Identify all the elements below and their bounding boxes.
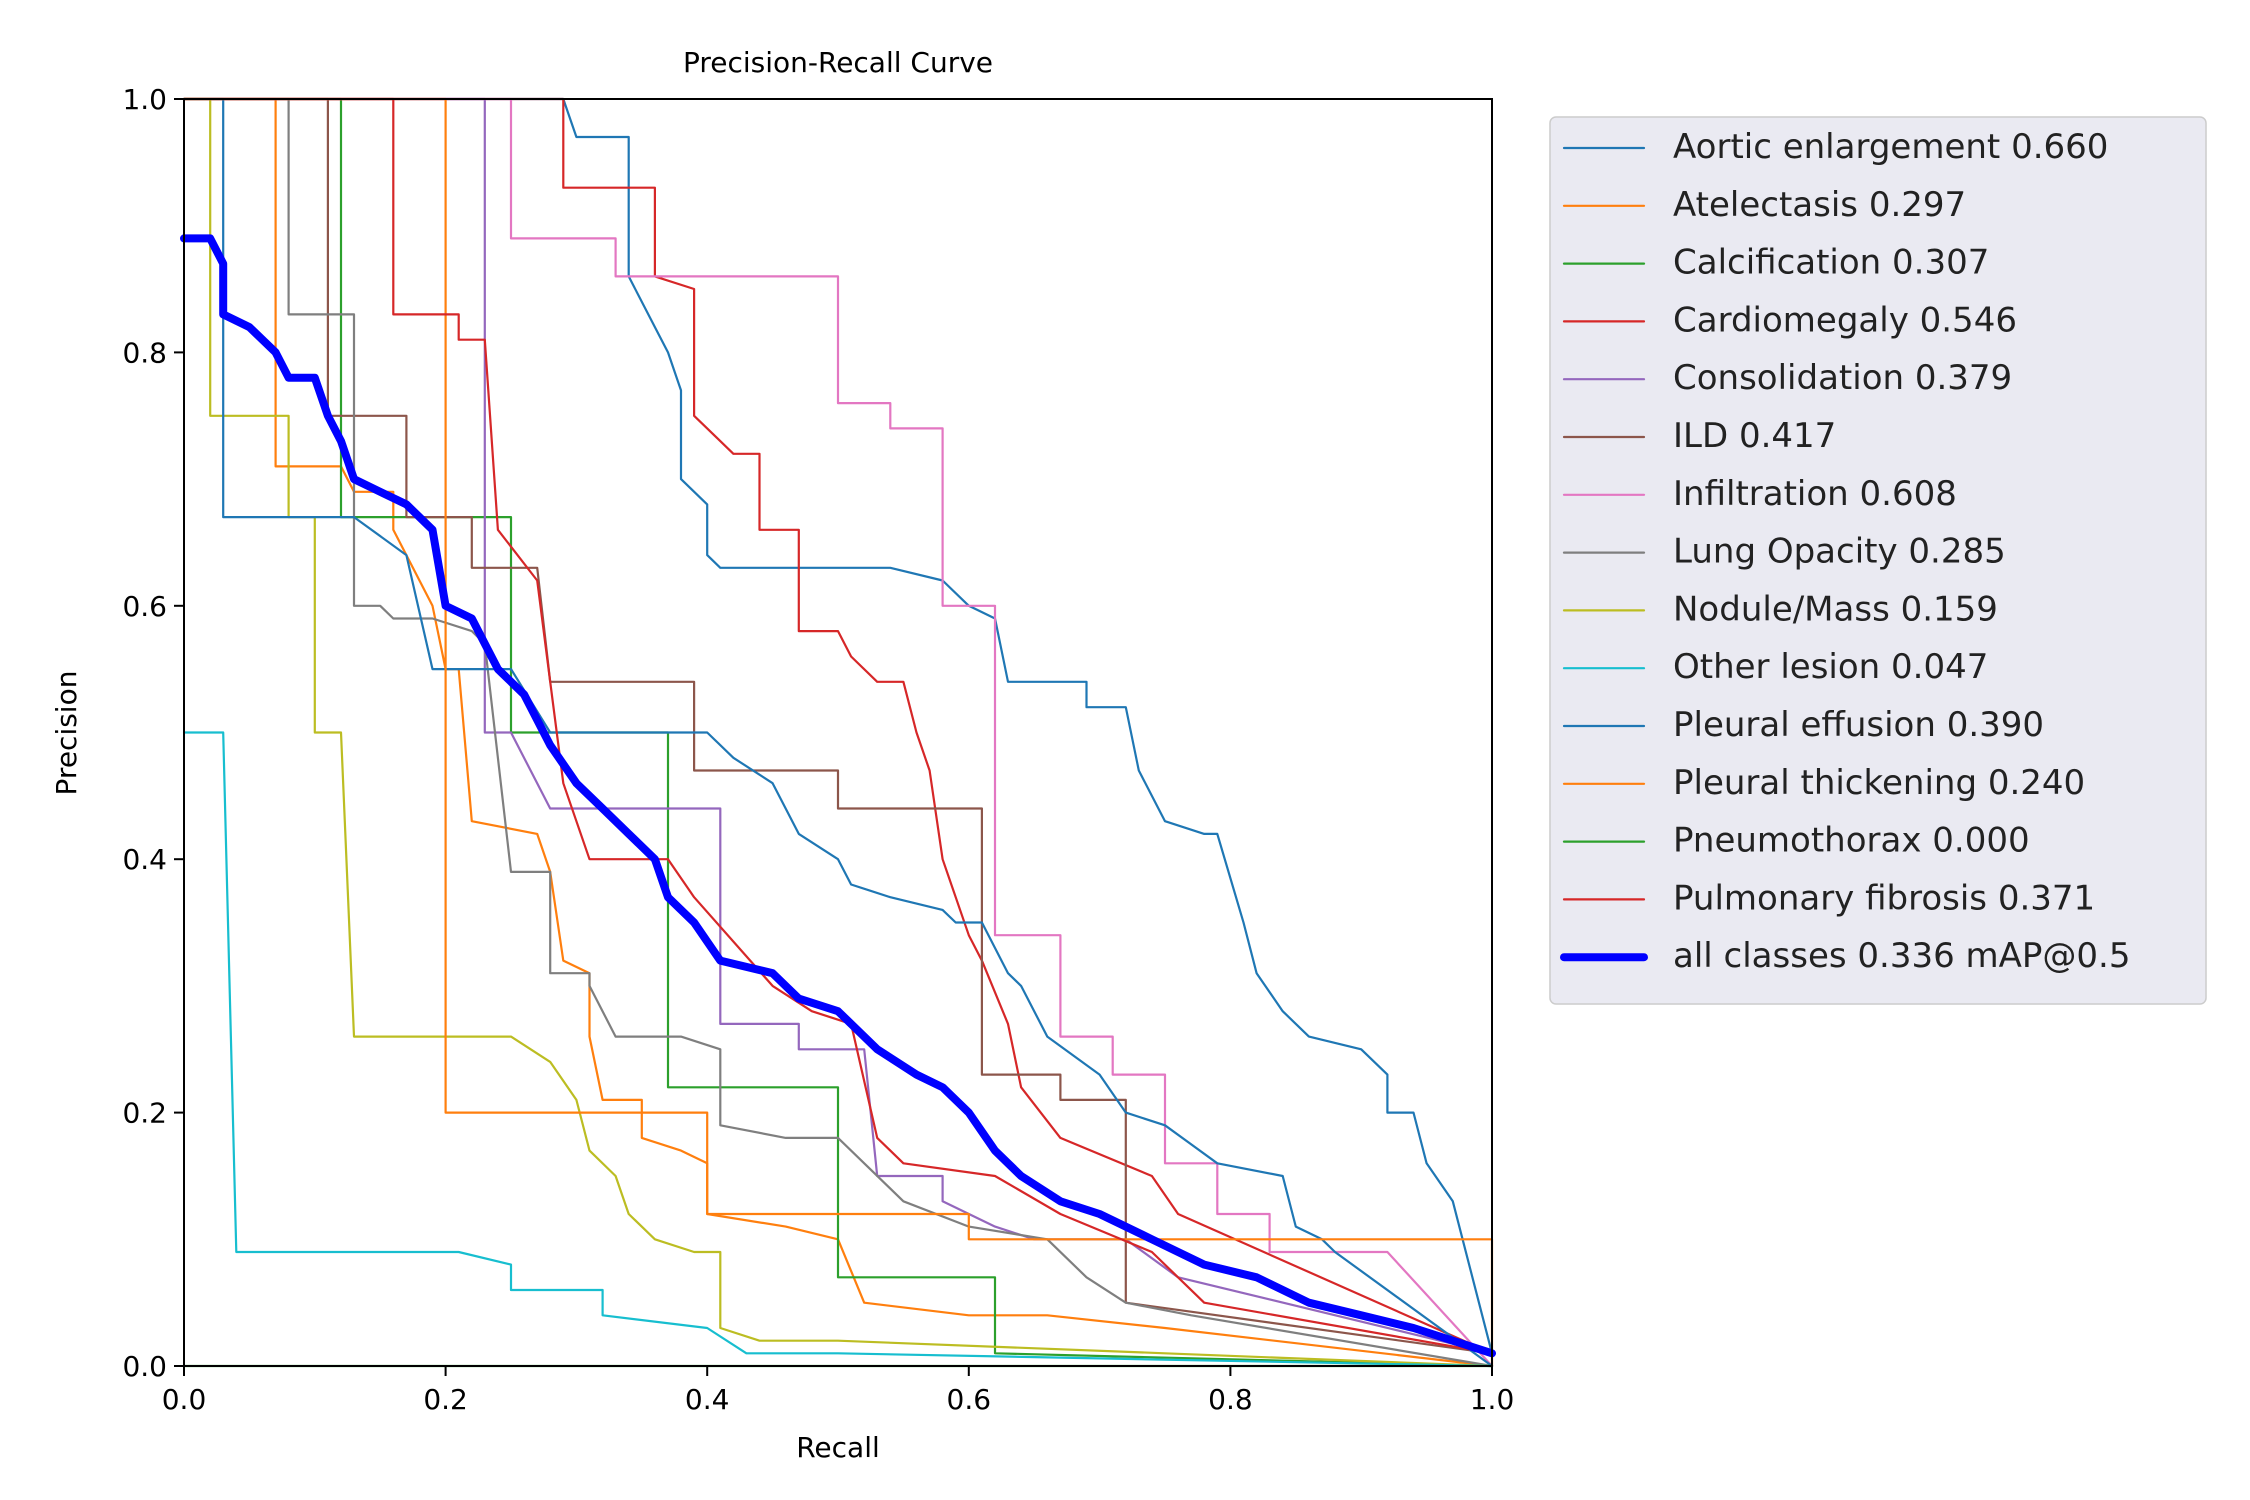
legend-label-5: ILD 0.417 [1673,416,1836,456]
legend-label-12: Pneumothorax 0.000 [1673,821,2030,861]
legend: Aortic enlargement 0.660 Atelectasis 0.29… [1549,116,2207,1005]
legend-label-9: Other lesion 0.047 [1673,647,1988,687]
legend-label-8: Nodule/Mass 0.159 [1673,589,1998,629]
series-line-11 [182,97,1494,1368]
x-tick-label: 0.2 [423,1383,468,1416]
series-line-10 [182,97,1494,1368]
legend-label-11: Pleural thickening 0.240 [1673,763,2085,803]
legend-label-13: Pulmonary fibrosis 0.371 [1673,878,2095,918]
legend-label-3: Cardiomegaly 0.546 [1673,300,2017,340]
series-line-6 [182,97,1494,1368]
y-tick-label: 0.2 [122,1097,167,1130]
x-tick-label: 0.8 [1208,1383,1253,1416]
x-tick-label: 0.0 [162,1383,207,1416]
x-tick-label: 1.0 [1470,1383,1515,1416]
legend-label-2: Calcification 0.307 [1673,243,1989,283]
legend-label-0: Aortic enlargement 0.660 [1673,127,2108,167]
series-line-3 [182,97,1494,1355]
legend-box [1549,116,2207,1005]
y-tick-label: 1.0 [122,83,167,116]
tick-layer: 0.0 0.2 0.4 0.6 0.8 1.0 0.0 0.2 0.4 0.6 0.8 1.0 [122,83,1514,1416]
y-tick-label: 0.8 [122,336,167,369]
x-tick-label: 0.4 [685,1383,730,1416]
chart-title: Precision-Recall Curve [683,46,993,79]
series-line-7 [182,97,1494,1368]
y-tick-label: 0.4 [122,843,167,876]
series-line-13 [182,97,1494,1355]
x-tick-label: 0.6 [947,1383,992,1416]
y-axis-label: Precision [50,671,83,796]
series-line-8 [182,97,1494,1368]
legend-label-7: Lung Opacity 0.285 [1673,532,2006,572]
series-line-5 [182,97,1494,1355]
legend-label-1: Atelectasis 0.297 [1673,185,1966,225]
legend-label-6: Infiltration 0.608 [1673,474,1957,514]
legend-label-4: Consolidation 0.379 [1673,358,2012,398]
series-line-0 [182,97,1494,1355]
legend-label-10: Pleural effusion 0.390 [1673,705,2044,745]
series-line-9 [182,731,1494,1368]
series-layer [180,97,1496,1368]
x-axis-label: Recall [796,1431,880,1464]
y-tick-label: 0.6 [122,590,167,623]
series-line-14 [180,234,1496,1358]
legend-label-14: all classes 0.336 mAP@0.5 [1673,936,2130,976]
plot-frame [183,98,1493,1367]
y-tick-label: 0.0 [122,1350,167,1383]
